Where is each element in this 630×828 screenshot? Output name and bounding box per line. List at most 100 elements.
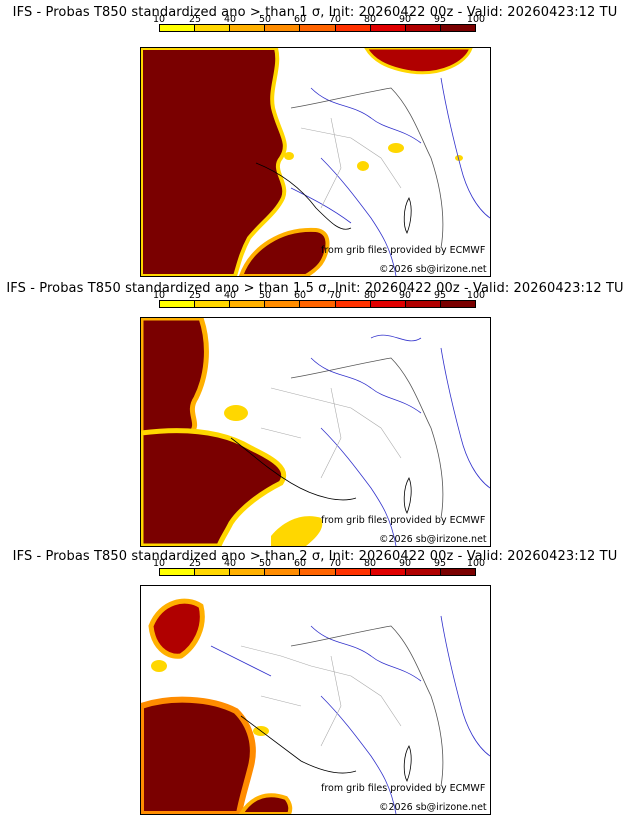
colorbar-tick-label: 10 <box>152 558 166 569</box>
country-border <box>290 87 444 249</box>
probability-area-south <box>238 227 330 276</box>
colorbar-tick-label: 40 <box>223 558 237 569</box>
colorbar-tick-label: 10 <box>152 14 166 25</box>
colorbar-tick-label: 95 <box>433 558 447 569</box>
map-svg <box>141 598 490 814</box>
colorbar-swatch <box>265 569 301 575</box>
river <box>320 695 397 814</box>
colorbar-swatch <box>160 569 196 575</box>
colorbar-tick-label: 90 <box>398 558 412 569</box>
colorbar-tick-label: 70 <box>328 558 342 569</box>
colorbar <box>159 568 476 576</box>
panel-title: IFS - Probas T850 standardized ano > tha… <box>6 281 624 296</box>
colorbar-tick-label: 60 <box>293 290 307 301</box>
colorbar-swatch <box>335 569 371 575</box>
colorbar-swatch <box>405 25 441 31</box>
colorbar-tick-label: 70 <box>328 290 342 301</box>
river <box>210 645 272 677</box>
colorbar-tick-label: 100 <box>466 14 486 25</box>
probability-spot <box>455 155 463 161</box>
river <box>310 625 422 682</box>
river <box>370 334 422 342</box>
colorbar-tick-label: 95 <box>433 290 447 301</box>
river <box>440 615 490 757</box>
panel-sigma-1-5: IFS - Probas T850 standardized ano > tha… <box>0 276 630 552</box>
source-credit: from grib files provided by ECMWF <box>321 783 486 794</box>
copyright-credit: ©2026 sb@irizone.net <box>379 802 487 813</box>
colorbar-swatch <box>265 25 301 31</box>
colorbar-swatch <box>370 301 406 307</box>
map-svg <box>141 318 490 546</box>
colorbar-swatch <box>440 25 475 31</box>
probability-spot <box>357 161 369 171</box>
panel-sigma-2: IFS - Probas T850 standardized ano > tha… <box>0 544 630 820</box>
probability-area-west <box>141 428 286 546</box>
colorbar-tick-label: 25 <box>188 558 202 569</box>
colorbar-tick-label: 50 <box>258 290 272 301</box>
probability-map: from grib files provided by ECMWF ©2026 … <box>140 47 491 277</box>
probability-area-north <box>364 48 473 75</box>
colorbar-swatch <box>440 569 475 575</box>
probability-area-west <box>141 48 287 276</box>
probability-area-northwest <box>148 598 205 659</box>
river <box>310 87 422 144</box>
probability-map: from grib files provided by ECMWF ©2026 … <box>140 317 491 547</box>
colorbar-tick-label: 90 <box>398 290 412 301</box>
colorbar-swatch <box>405 301 441 307</box>
colorbar-tick-label: 25 <box>188 290 202 301</box>
colorbar-tick-label: 60 <box>293 14 307 25</box>
colorbar-ticks: 10 25 40 50 60 70 80 90 95 100 <box>142 14 485 25</box>
colorbar-tick-label: 10 <box>152 290 166 301</box>
colorbar-swatch <box>230 25 266 31</box>
colorbar-swatch <box>300 569 336 575</box>
colorbar-swatch <box>265 301 301 307</box>
probability-area-south <box>238 793 293 814</box>
probability-spot <box>284 152 294 160</box>
colorbar-swatch <box>440 301 475 307</box>
colorbar-swatch <box>160 25 196 31</box>
probability-spot <box>151 660 167 672</box>
island-corsica <box>403 477 412 514</box>
river <box>440 347 490 489</box>
colorbar-tick-label: 50 <box>258 14 272 25</box>
probability-map: from grib files provided by ECMWF ©2026 … <box>140 585 491 815</box>
colorbar-swatch <box>370 569 406 575</box>
island-corsica <box>403 197 412 234</box>
colorbar-swatch <box>300 301 336 307</box>
source-credit: from grib files provided by ECMWF <box>321 245 486 256</box>
colorbar-tick-label: 40 <box>223 290 237 301</box>
river <box>440 77 490 219</box>
colorbar-tick-label: 90 <box>398 14 412 25</box>
probability-area-west <box>141 318 209 436</box>
colorbar-swatch <box>160 301 196 307</box>
probability-spot <box>388 143 404 153</box>
colorbar-tick-label: 25 <box>188 14 202 25</box>
colorbar-tick-label: 80 <box>363 14 377 25</box>
colorbar <box>159 300 476 308</box>
colorbar-tick-label: 100 <box>466 290 486 301</box>
colorbar-swatch <box>230 301 266 307</box>
colorbar-swatch <box>195 25 231 31</box>
probability-area-south <box>271 516 323 546</box>
colorbar-swatch <box>300 25 336 31</box>
region-border <box>260 387 402 479</box>
colorbar-tick-label: 70 <box>328 14 342 25</box>
region-border <box>300 117 402 209</box>
colorbar-tick-label: 80 <box>363 290 377 301</box>
panel-sigma-1: IFS - Probas T850 standardized ano > tha… <box>0 0 630 277</box>
colorbar-tick-label: 50 <box>258 558 272 569</box>
river <box>320 157 397 276</box>
colorbar <box>159 24 476 32</box>
river <box>290 187 352 224</box>
colorbar-tick-label: 100 <box>466 558 486 569</box>
colorbar-swatch <box>335 25 371 31</box>
coastline <box>230 437 357 501</box>
country-border <box>290 625 444 787</box>
colorbar-ticks: 10 25 40 50 60 70 80 90 95 100 <box>142 558 485 569</box>
colorbar-swatch <box>335 301 371 307</box>
coastline <box>255 162 352 230</box>
colorbar-swatch <box>230 569 266 575</box>
colorbar-ticks: 10 25 40 50 60 70 80 90 95 100 <box>142 290 485 301</box>
coastline <box>240 715 357 774</box>
probability-area-west <box>141 696 256 814</box>
